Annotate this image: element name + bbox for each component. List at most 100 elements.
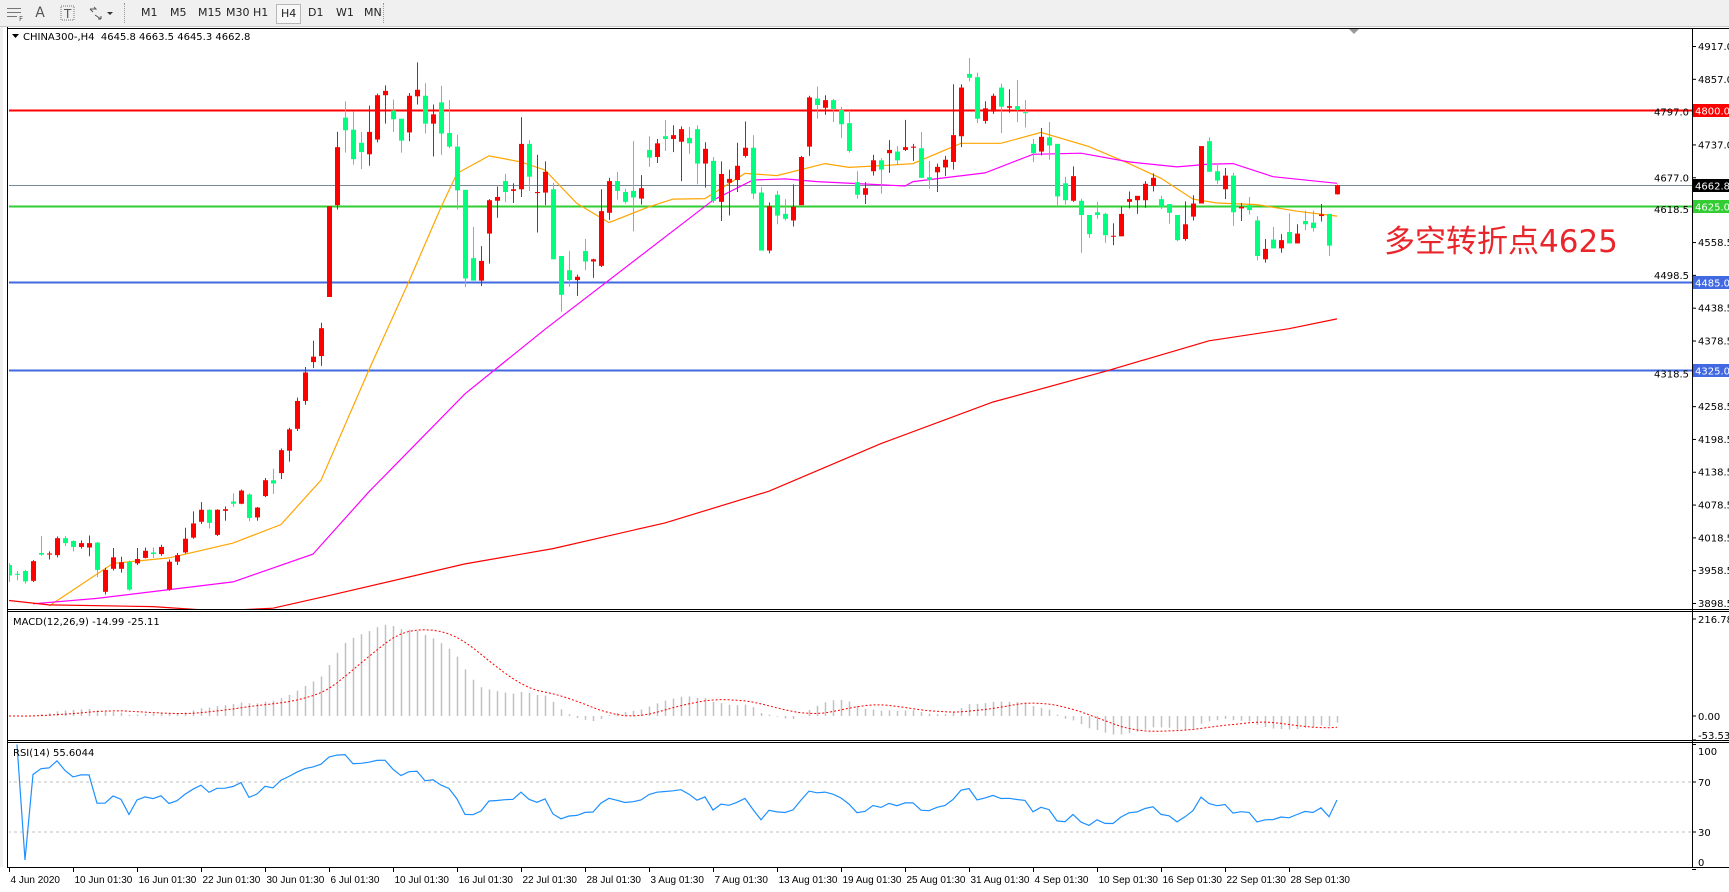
price-tick-label: 4138.5	[1698, 468, 1729, 479]
candle	[527, 143, 532, 177]
period-separator-icon[interactable]: F	[4, 3, 26, 23]
price-line-label-box	[1693, 364, 1729, 377]
candle	[311, 356, 316, 363]
candle	[711, 160, 716, 201]
candle	[319, 328, 324, 357]
toolbar: F A T M1 M5 M15 M30 H1 H4 D1 W1 MN	[0, 0, 1729, 27]
candle	[911, 146, 916, 148]
price-line-label: 4662.8	[1695, 182, 1729, 193]
candle	[1055, 143, 1060, 197]
candle	[295, 400, 300, 429]
price-tick-label: 4677.0	[1654, 173, 1689, 184]
timeframe-m30[interactable]: M30	[226, 6, 250, 19]
rsi-axis-label: 0	[1698, 858, 1704, 869]
candle	[751, 147, 756, 194]
price-tick-label: 4857.0	[1698, 75, 1729, 86]
candle	[119, 562, 124, 569]
candle	[495, 196, 500, 201]
candle	[39, 552, 44, 555]
time-tick-label: 6 Jul 01:30	[331, 875, 380, 886]
text-icon[interactable]: A	[35, 5, 45, 21]
price-tick-label: 4737.0	[1698, 140, 1729, 151]
time-tick-label: 10 Sep 01:30	[1099, 875, 1159, 886]
text-label-icon[interactable]: T	[58, 3, 78, 23]
moving-average-line	[32, 152, 1338, 605]
macd-axis-label: -53.53	[1698, 731, 1729, 742]
timeframe-d1[interactable]: D1	[308, 6, 324, 19]
timeframe-mn[interactable]: MN	[364, 6, 382, 19]
candle	[943, 159, 948, 168]
candle	[439, 102, 444, 134]
candle	[575, 276, 580, 281]
price-tick-label: 4498.5	[1654, 271, 1689, 282]
macd-panel	[9, 624, 1339, 735]
candle	[343, 117, 348, 131]
candle	[551, 189, 556, 260]
candle	[351, 129, 356, 160]
time-tick-label: 30 Jun 01:30	[267, 875, 325, 886]
candle	[1215, 171, 1220, 181]
candle	[1119, 213, 1124, 237]
candle	[767, 206, 772, 251]
candle	[79, 543, 84, 547]
candle	[1063, 183, 1068, 201]
candle	[455, 146, 460, 191]
price-line-label-box	[1693, 200, 1729, 213]
price-line-label-box	[1693, 179, 1729, 192]
candle	[543, 171, 548, 193]
candle	[927, 177, 932, 180]
candle	[1159, 199, 1164, 207]
candle	[687, 137, 692, 144]
candle	[759, 192, 764, 251]
candle	[223, 509, 228, 511]
price-tick-label: 4078.5	[1698, 501, 1729, 512]
candle	[783, 213, 788, 219]
candle	[1087, 214, 1092, 235]
candle	[1263, 248, 1268, 260]
timeframe-h4[interactable]: H4	[276, 4, 302, 24]
text-label-glyph: T	[63, 7, 72, 21]
timeframe-h1[interactable]: H1	[253, 6, 269, 19]
svg-text:F: F	[19, 15, 23, 23]
candle	[1199, 146, 1204, 204]
time-axis: 4 Jun 2020 10 Jun 01:30 16 Jun 01:30 22 Jun…	[9, 867, 1351, 886]
timeframe-m15[interactable]: M15	[198, 6, 222, 19]
candle	[791, 206, 796, 221]
candle	[1079, 200, 1084, 215]
rsi-panel	[9, 744, 1692, 860]
candle	[1095, 212, 1100, 215]
chart-menu-triangle-icon[interactable]	[12, 34, 19, 38]
candle	[583, 251, 588, 262]
time-tick-label: 3 Aug 01:30	[651, 875, 705, 886]
timeframe-w1[interactable]: W1	[336, 6, 354, 19]
candle	[615, 181, 620, 191]
arrows-icon[interactable]	[86, 3, 116, 23]
time-tick-label: 28 Sep 01:30	[1291, 875, 1351, 886]
candle	[1327, 213, 1332, 246]
candle	[1311, 222, 1316, 229]
candle	[487, 200, 492, 234]
candle	[271, 480, 276, 484]
candle	[1103, 213, 1108, 236]
chart-shift-marker-icon[interactable]	[1349, 29, 1359, 34]
candle	[807, 97, 812, 147]
moving-averages	[9, 131, 1338, 609]
price-tick-label: 4438.5	[1698, 304, 1729, 315]
candle	[639, 188, 644, 199]
candle	[47, 553, 52, 555]
price-tick-label: 4198.5	[1698, 435, 1729, 446]
candle	[87, 543, 92, 548]
candle	[879, 160, 884, 170]
candle	[815, 98, 820, 106]
candle	[1135, 195, 1140, 201]
candle	[1223, 175, 1228, 190]
candle	[847, 123, 852, 152]
macd-signal-line	[9, 629, 1338, 732]
timeframe-m1[interactable]: M1	[141, 6, 158, 19]
timeframe-m5[interactable]: M5	[170, 6, 187, 19]
time-tick-label: 19 Aug 01:30	[843, 875, 902, 886]
candle	[335, 147, 340, 206]
candle	[407, 95, 412, 133]
candle	[447, 132, 452, 147]
